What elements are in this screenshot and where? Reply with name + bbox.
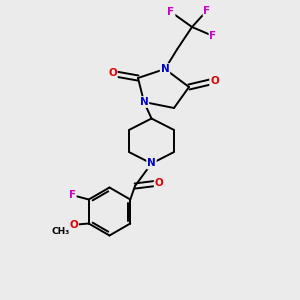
Text: F: F [69, 190, 76, 200]
Text: N: N [147, 158, 156, 169]
Text: F: F [167, 7, 175, 17]
Text: O: O [108, 68, 117, 79]
Text: O: O [154, 178, 164, 188]
Text: F: F [203, 5, 211, 16]
Text: N: N [160, 64, 169, 74]
Text: N: N [140, 97, 148, 107]
Text: O: O [210, 76, 219, 86]
Text: CH₃: CH₃ [51, 226, 69, 236]
Text: F: F [209, 31, 217, 41]
Text: O: O [69, 220, 78, 230]
